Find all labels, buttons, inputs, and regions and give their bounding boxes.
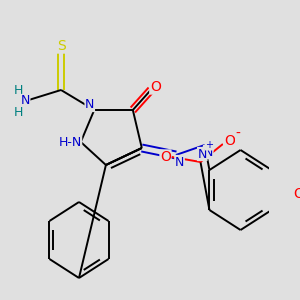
Text: H: H xyxy=(13,85,22,98)
Text: O: O xyxy=(150,80,161,94)
Text: N: N xyxy=(175,155,184,169)
Text: O: O xyxy=(160,150,171,164)
Text: H-N: H-N xyxy=(58,136,82,148)
Text: N: N xyxy=(85,98,94,112)
Text: H: H xyxy=(13,106,22,119)
Text: O: O xyxy=(293,187,300,201)
Text: S: S xyxy=(57,39,65,53)
Text: O: O xyxy=(224,134,235,148)
Text: N: N xyxy=(198,148,207,160)
Text: N: N xyxy=(203,146,213,158)
Text: N: N xyxy=(20,94,30,107)
Text: +: + xyxy=(206,140,214,150)
Text: -: - xyxy=(236,127,241,141)
